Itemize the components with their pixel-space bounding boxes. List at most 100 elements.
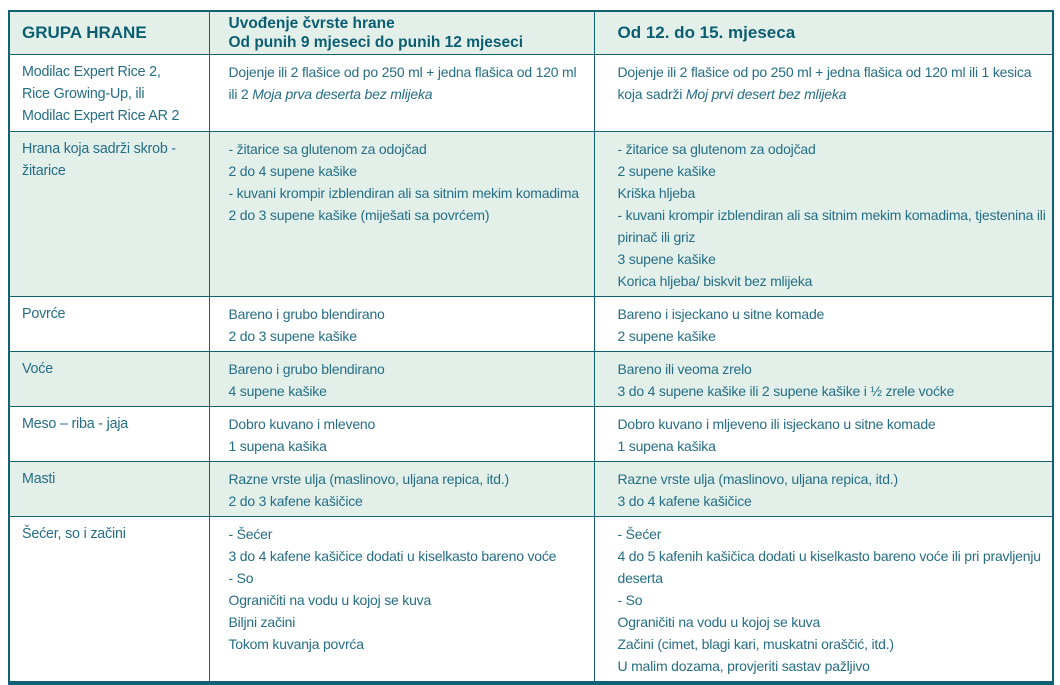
cell-text: Bareno ili veoma zrelo: [617, 360, 752, 377]
cell-line: 4 supene kašike: [229, 380, 589, 402]
cell-line: Modilac Expert Rice 2,: [22, 61, 201, 83]
food-group-cell: Hrana koja sadrži skrob - žitarice: [8, 130, 210, 297]
cell-text: U malim dozama, provjeriti sastav pažlji…: [617, 657, 870, 674]
cell-line: - žitarice sa glutenom za odojčad: [618, 138, 1047, 160]
table-row: Meso – riba - jaja Dobro kuvano i mleveno…: [8, 405, 1054, 462]
cell-text: Hrana koja sadrži skrob - žitarice: [22, 140, 176, 179]
cell-line: Biljni začini: [229, 611, 589, 633]
cell-text: 2 supene kašike: [617, 162, 716, 179]
period-12-15-cell: - žitarice sa glutenom za odojčad 2 supen…: [593, 130, 1054, 297]
food-group-cell: Šećer, so i začini: [8, 515, 210, 684]
cell-text: 3 do 4 kafene kašičice: [617, 492, 752, 509]
cell-line: Bareno i grubo blendirano: [229, 358, 589, 380]
cell-line: Dojenje ili 2 flašice od po 250 ml + jed…: [229, 61, 589, 105]
cell-text: - So: [617, 591, 643, 608]
cell-text-italic: Moja prva deserta bez mlijeka: [252, 85, 433, 102]
header-grupa-hrane: GRUPA HRANE: [8, 10, 210, 55]
cell-line: 3 do 4 kafene kašičice dodati u kiselkas…: [229, 545, 589, 567]
cell-line: Razne vrste ulja (maslinovo, uljana repi…: [229, 468, 589, 490]
period-12-15-cell: Dobro kuvano i mljeveno ili isjeckano u …: [593, 405, 1054, 462]
cell-text: Voće: [22, 360, 53, 377]
cell-line: 2 supene kašike: [618, 160, 1047, 182]
cell-line: 3 supene kašike: [618, 248, 1047, 270]
header-period-12-15-label: Od 12. do 15. mjeseca: [617, 22, 796, 42]
header-row: GRUPA HRANE Uvođenje čvrste hrane Od pun…: [8, 10, 1054, 55]
cell-text: Modilac Expert Rice AR 2: [22, 107, 180, 124]
cell-line: Korica hljeba/ biskvit bez mlijeka: [618, 270, 1047, 292]
cell-text: Razne vrste ulja (maslinovo, uljana repi…: [617, 470, 899, 487]
cell-text: Biljni začini: [228, 613, 296, 630]
header-period-12-15: Od 12. do 15. mjeseca: [593, 10, 1054, 55]
cell-text-italic: Moj prvi desert bez mlijeka: [685, 85, 847, 102]
cell-line: Šećer, so i začini: [22, 523, 201, 545]
cell-text: Tokom kuvanja povrća: [228, 635, 364, 652]
table-row: Povrće Bareno i grubo blendirano 2 do 3 su…: [8, 295, 1054, 352]
cell-text: Dojenje ili 2 flašice od po 250 ml + jed…: [228, 63, 577, 102]
cell-line: Modilac Expert Rice AR 2: [22, 105, 201, 127]
cell-line: Dobro kuvano i mleveno: [229, 413, 589, 435]
header-period-9-12-line1: Uvođenje čvrste hrane: [228, 14, 395, 32]
cell-text: 1 supena kašika: [228, 437, 327, 454]
cell-text: 1 supena kašika: [617, 437, 716, 454]
cell-text: - Šećer: [617, 525, 662, 542]
period-9-12-cell: Bareno i grubo blendirano 2 do 3 supene k…: [208, 295, 595, 352]
cell-line: - So: [229, 567, 589, 589]
cell-text: 2 supene kašike: [617, 327, 716, 344]
cell-text: Dojenje ili 2 flašice od po 250 ml + jed…: [617, 63, 1032, 102]
cell-line: 3 do 4 kafene kašičice: [618, 490, 1047, 512]
cell-text: Dobro kuvano i mleveno: [228, 415, 376, 432]
cell-text: - žitarice sa glutenom za odojčad: [617, 140, 816, 157]
period-9-12-cell: Dobro kuvano i mleveno 1 supena kašika: [208, 405, 595, 462]
cell-line: 3 do 4 supene kašike ili 2 supene kašike…: [618, 380, 1047, 402]
cell-line: Voće: [22, 358, 201, 380]
food-group-cell: Povrće: [8, 295, 210, 352]
cell-text: Začini (cimet, blagi kari, muskatni oraš…: [617, 635, 895, 652]
header-period-9-12: Uvođenje čvrste hrane Od punih 9 mjeseci…: [208, 10, 595, 55]
cell-line: 2 supene kašike: [618, 325, 1047, 347]
period-9-12-cell: - Šećer 3 do 4 kafene kašičice dodati u k…: [208, 515, 595, 684]
cell-line: Bareno ili veoma zrelo: [618, 358, 1047, 380]
cell-line: 4 do 5 kafenih kašičica dodati u kiselka…: [618, 545, 1047, 589]
period-12-15-cell: Razne vrste ulja (maslinovo, uljana repi…: [593, 460, 1054, 517]
period-12-15-cell: - Šećer 4 do 5 kafenih kašičica dodati u …: [593, 515, 1054, 684]
cell-text: Ograničiti na vodu u kojoj se kuva: [228, 591, 432, 608]
cell-text: - Šećer: [228, 525, 273, 542]
cell-line: Dojenje ili 2 flašice od po 250 ml + jed…: [618, 61, 1047, 105]
cell-text: 2 do 4 supene kašike: [228, 162, 358, 179]
period-9-12-cell: Bareno i grubo blendirano 4 supene kašike: [208, 350, 595, 407]
cell-line: Masti: [22, 468, 201, 490]
period-9-12-cell: - žitarice sa glutenom za odojčad 2 do 4 …: [208, 130, 595, 297]
cell-text: Modilac Expert Rice 2,: [22, 63, 161, 80]
table-header: GRUPA HRANE Uvođenje čvrste hrane Od pun…: [8, 10, 1054, 55]
cell-line: Rice Growing-Up, ili: [22, 83, 201, 105]
cell-line: 2 do 3 supene kašike: [229, 325, 589, 347]
cell-line: Hrana koja sadrži skrob - žitarice: [22, 138, 201, 182]
cell-line: Kriška hljeba: [618, 182, 1047, 204]
cell-line: Ograničiti na vodu u kojoj se kuva: [229, 589, 589, 611]
cell-line: Bareno i isjeckano u sitne komade: [618, 303, 1047, 325]
period-9-12-cell: Dojenje ili 2 flašice od po 250 ml + jed…: [208, 53, 595, 132]
cell-text: 3 do 4 kafene kašičice dodati u kiselkas…: [228, 547, 557, 564]
cell-text: 2 do 3 supene kašike: [228, 327, 358, 344]
cell-text: Bareno i isjeckano u sitne komade: [617, 305, 825, 322]
cell-text: Masti: [22, 470, 56, 487]
feeding-table: GRUPA HRANE Uvođenje čvrste hrane Od pun…: [8, 10, 1054, 685]
table-body: Modilac Expert Rice 2, Rice Growing-Up, i…: [8, 53, 1054, 684]
cell-line: 2 do 4 supene kašike: [229, 160, 589, 182]
cell-line: 1 supena kašika: [229, 435, 589, 457]
cell-line: Povrće: [22, 303, 201, 325]
cell-text: Dobro kuvano i mljeveno ili isjeckano u …: [617, 415, 936, 432]
cell-line: U malim dozama, provjeriti sastav pažlji…: [618, 655, 1047, 677]
page: GRUPA HRANE Uvođenje čvrste hrane Od pun…: [8, 10, 1054, 685]
cell-text: Šećer, so i začini: [22, 525, 126, 542]
cell-text: Bareno i grubo blendirano: [228, 360, 385, 377]
cell-text: Kriška hljeba: [617, 184, 696, 201]
period-12-15-cell: Bareno ili veoma zrelo 3 do 4 supene kaši…: [593, 350, 1054, 407]
cell-line: Meso – riba - jaja: [22, 413, 201, 435]
cell-line: 1 supena kašika: [618, 435, 1047, 457]
cell-text: - So: [228, 569, 254, 586]
cell-text: Povrće: [22, 305, 66, 322]
cell-text: Ograničiti na vodu u kojoj se kuva: [617, 613, 821, 630]
cell-line: Dobro kuvano i mljeveno ili isjeckano u …: [618, 413, 1047, 435]
cell-line: Razne vrste ulja (maslinovo, uljana repi…: [618, 468, 1047, 490]
